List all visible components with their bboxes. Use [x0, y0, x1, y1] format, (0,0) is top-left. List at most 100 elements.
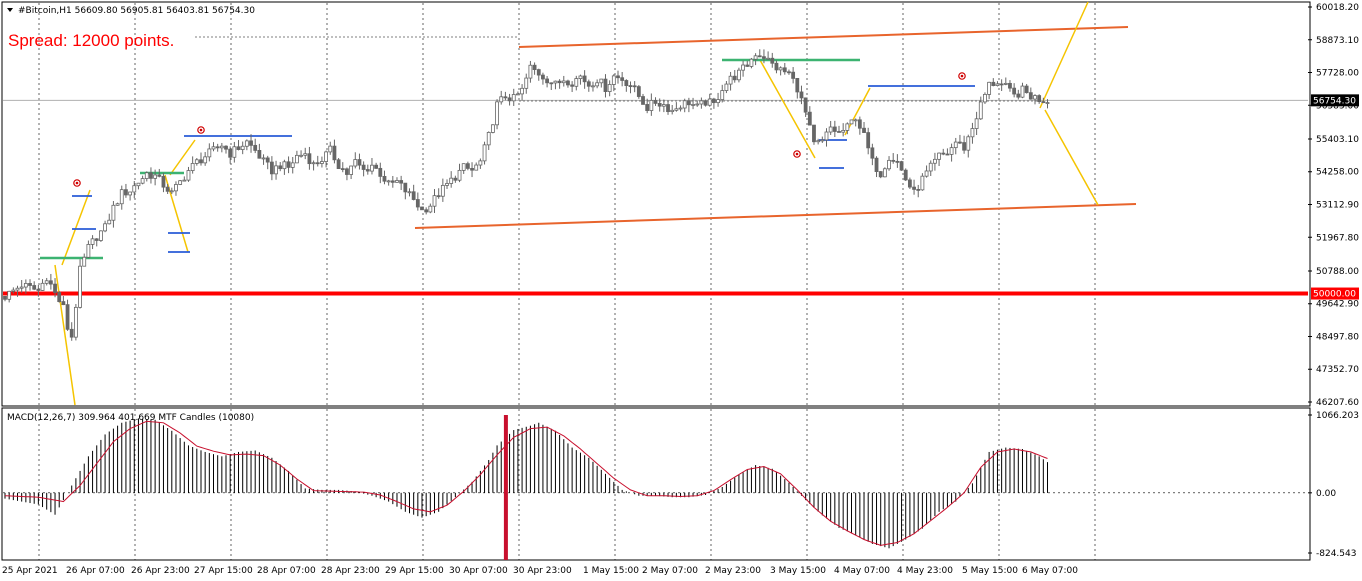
- candle: [57, 291, 62, 303]
- candle: [144, 171, 149, 182]
- candle-body: [257, 150, 262, 159]
- candle: [365, 164, 370, 175]
- candle-body: [607, 84, 612, 92]
- x-tick-label: 5 May 15:00: [962, 566, 1018, 576]
- candle-body: [974, 118, 979, 129]
- candle-body: [816, 140, 821, 143]
- candle: [153, 169, 158, 186]
- candle-body: [115, 203, 120, 206]
- current-price-label: 56754.30: [1313, 96, 1356, 106]
- candle-body: [453, 177, 458, 181]
- candle: [307, 146, 312, 170]
- candle-body: [269, 161, 274, 175]
- candle: [737, 67, 741, 83]
- candle-body: [374, 164, 379, 169]
- candle-body: [211, 146, 216, 150]
- candle: [378, 162, 383, 184]
- candle: [887, 156, 891, 171]
- y-tick-label: 54258.00: [1316, 168, 1359, 178]
- candle-body: [36, 288, 41, 291]
- candle: [386, 179, 391, 186]
- candle: [207, 143, 212, 162]
- candle-body: [357, 159, 362, 166]
- candle: [828, 120, 833, 135]
- candle: [69, 322, 74, 341]
- candle: [661, 99, 666, 113]
- candle: [591, 81, 595, 92]
- candle: [716, 92, 720, 107]
- candle-body: [157, 174, 162, 177]
- candle: [140, 175, 145, 185]
- candle: [586, 79, 591, 92]
- candle: [978, 96, 983, 121]
- candle-body: [657, 103, 662, 107]
- candle: [449, 171, 454, 188]
- candle: [645, 98, 650, 114]
- candle: [382, 170, 387, 185]
- candle-body: [57, 292, 62, 302]
- candle: [686, 97, 691, 113]
- candle: [232, 141, 237, 163]
- candle-body: [486, 132, 491, 146]
- candle: [728, 71, 733, 91]
- candle: [903, 168, 908, 182]
- candle-body: [645, 104, 650, 111]
- candle: [265, 155, 270, 170]
- candle-body: [307, 153, 312, 165]
- candle: [3, 295, 7, 302]
- candle-body: [407, 191, 412, 194]
- candle-body: [732, 75, 737, 81]
- candle: [566, 79, 570, 88]
- candle-body: [862, 127, 866, 133]
- candle: [699, 97, 704, 109]
- candle: [36, 284, 41, 297]
- candle-body: [933, 158, 937, 164]
- candle: [1020, 82, 1025, 99]
- x-tick-label: 25 Apr 2021: [2, 566, 58, 576]
- candle-body: [3, 295, 7, 300]
- candle: [23, 279, 28, 294]
- candle-body: [774, 62, 779, 71]
- candle-body: [190, 163, 195, 171]
- candle: [465, 161, 470, 171]
- candle-body: [48, 280, 53, 285]
- candle: [286, 156, 291, 174]
- x-tick-label: 1 May 15:00: [583, 566, 639, 576]
- candle: [349, 165, 354, 180]
- candle: [511, 88, 516, 106]
- candle: [574, 75, 579, 91]
- candle: [599, 78, 604, 88]
- candle: [882, 167, 887, 178]
- dropdown-triangle-icon[interactable]: [7, 8, 13, 12]
- y-tick-label: 51967.80: [1316, 233, 1359, 243]
- macd-title: MACD(12,26,7) 309.964 401.669 MTF Candle…: [7, 413, 254, 423]
- macd-y-tick-label: 1066.203: [1316, 411, 1359, 421]
- candle: [570, 81, 575, 93]
- candle: [203, 152, 208, 166]
- candle-body: [695, 103, 700, 106]
- candle-body: [207, 148, 212, 158]
- candle-body: [290, 162, 295, 168]
- candle: [849, 119, 854, 125]
- candle: [762, 49, 766, 64]
- candle: [470, 162, 474, 178]
- candle-body: [40, 282, 45, 291]
- x-tick-label: 30 Apr 07:00: [449, 566, 508, 576]
- candle: [428, 203, 433, 214]
- candle-body: [353, 159, 358, 167]
- candle: [553, 80, 558, 90]
- candle-body: [1012, 87, 1017, 95]
- candle: [970, 122, 975, 144]
- candle: [370, 158, 374, 175]
- candle-body: [824, 131, 829, 141]
- candle: [353, 152, 358, 169]
- candle-body: [261, 157, 266, 160]
- y-tick-label: 49642.90: [1316, 300, 1359, 310]
- candle-body: [874, 157, 879, 172]
- candle-body: [420, 206, 424, 211]
- candle: [411, 184, 416, 201]
- candle-body: [828, 126, 833, 133]
- candle: [261, 154, 266, 165]
- candle-body: [928, 162, 933, 172]
